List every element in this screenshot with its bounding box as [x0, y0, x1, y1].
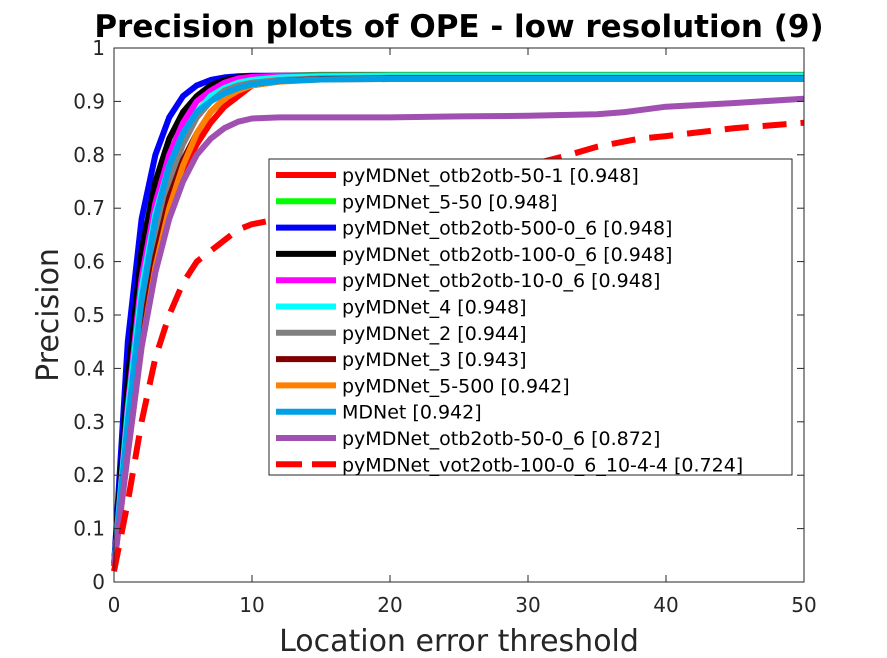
legend-label: pyMDNet_otb2otb-100-0_6 [0.948] — [342, 244, 672, 266]
y-axis-ticks: 0 0.1 0.2 0.3 0.4 0.5 0.6 0.7 0.8 0.9 1 — [73, 36, 804, 594]
chart-title: Precision plots of OPE - low resolution … — [94, 9, 823, 45]
x-tick-label: 20 — [377, 593, 402, 617]
legend-label: pyMDNet_otb2otb-10-0_6 [0.948] — [342, 270, 660, 292]
series-line — [111, 95, 805, 567]
legend-label: pyMDNet_otb2otb-50-1 [0.948] — [342, 165, 639, 187]
x-tick-label: 50 — [791, 593, 816, 617]
y-tick-label: 0.3 — [73, 410, 105, 434]
legend-label: pyMDNet_otb2otb-50-0_6 [0.872] — [342, 428, 660, 450]
legend-label: pyMDNet_4 [0.948] — [342, 297, 527, 319]
series-line — [111, 119, 805, 572]
y-tick-label: 0.1 — [73, 517, 105, 541]
y-tick-label: 1 — [92, 36, 105, 60]
y-tick-label: 0.5 — [73, 303, 105, 327]
x-axis-ticks: 0 10 20 30 40 50 — [108, 48, 817, 617]
legend-items: pyMDNet_otb2otb-50-1 [0.948] pyMDNet_5-50… — [276, 165, 743, 476]
series-layer — [111, 71, 805, 572]
y-tick-label: 0.7 — [73, 196, 105, 220]
legend-label: pyMDNet_5-500 [0.942] — [342, 375, 570, 397]
y-tick-label: 0 — [92, 570, 105, 594]
x-tick-label: 30 — [515, 593, 540, 617]
legend-box — [268, 158, 793, 476]
y-tick-label: 0.4 — [73, 356, 105, 380]
legend-label: pyMDNet_3 [0.943] — [342, 349, 527, 371]
legend-label: pyMDNet_otb2otb-500-0_6 [0.948] — [342, 218, 672, 240]
legend-label: pyMDNet_2 [0.944] — [342, 323, 527, 345]
y-tick-label: 0.2 — [73, 463, 105, 487]
y-tick-label: 0.6 — [73, 250, 105, 274]
y-tick-label: 0.9 — [73, 89, 105, 113]
legend-label: pyMDNet_vot2otb-100-0_6_10-4-4 [0.724] — [342, 454, 743, 476]
y-tick-label: 0.8 — [73, 143, 105, 167]
series-line — [111, 76, 804, 567]
x-tick-label: 40 — [653, 593, 678, 617]
x-axis-label: Location error threshold — [279, 624, 639, 658]
x-tick-label: 0 — [108, 593, 121, 617]
legend-label: MDNet [0.942] — [342, 402, 482, 424]
legend-label: pyMDNet_5-50 [0.948] — [342, 191, 558, 213]
x-tick-label: 10 — [239, 593, 264, 617]
legend: pyMDNet_otb2otb-50-1 [0.948] pyMDNet_5-50… — [268, 158, 793, 476]
y-axis-label: Precision — [31, 248, 66, 382]
